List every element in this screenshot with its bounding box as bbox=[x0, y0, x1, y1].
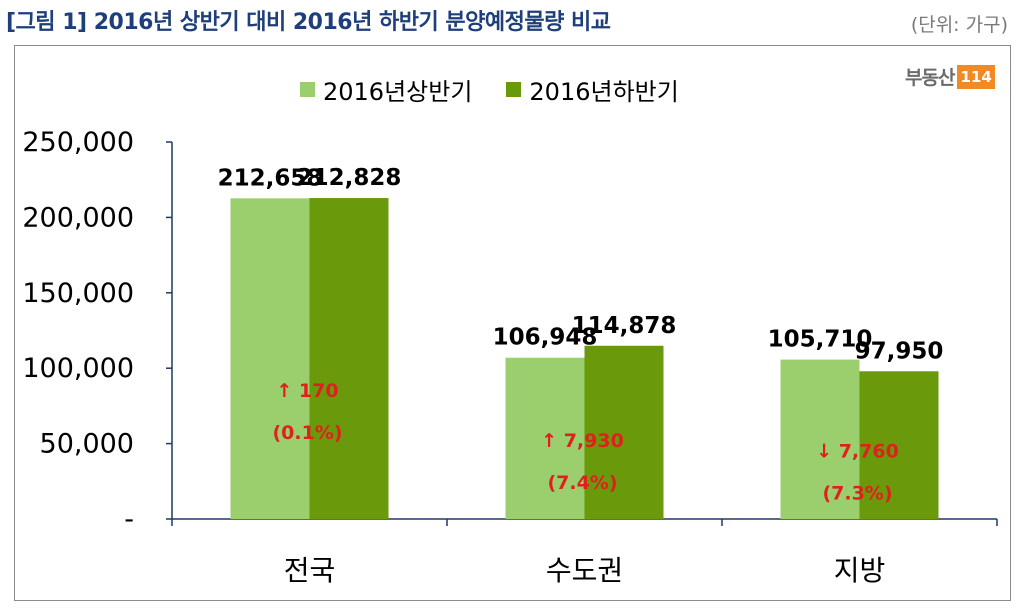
data-label: 212,658 bbox=[218, 165, 323, 191]
data-label: 97,950 bbox=[855, 338, 944, 364]
brand-logo: 부동산 114 bbox=[905, 63, 995, 90]
x-category-label: 전국 bbox=[284, 554, 336, 587]
bar-h2 bbox=[859, 371, 939, 519]
legend-item-series2: 2016년하반기 bbox=[506, 72, 679, 107]
x-category-label: 지방 bbox=[834, 554, 886, 587]
change-annotation: ↑ 170 bbox=[276, 380, 338, 402]
figure-title: [그림 1] 2016년 상반기 대비 2016년 하반기 분양예정물량 비교 bbox=[6, 10, 611, 35]
legend-swatch-series1 bbox=[300, 82, 315, 97]
bar-h2 bbox=[309, 198, 389, 520]
y-tick-label: 100,000 bbox=[22, 353, 134, 384]
change-percent: (0.1%) bbox=[272, 422, 342, 444]
data-label: 105,710 bbox=[768, 327, 873, 353]
legend-label-series2: 2016년하반기 bbox=[529, 78, 679, 106]
change-annotation: ↑ 7,930 bbox=[541, 430, 624, 452]
unit-label: (단위: 가구) bbox=[910, 14, 1008, 36]
logo-box: 114 bbox=[957, 64, 995, 89]
change-percent: (7.3%) bbox=[822, 483, 892, 505]
legend-label-series1: 2016년상반기 bbox=[323, 78, 473, 106]
data-label: 212,828 bbox=[297, 165, 402, 191]
legend-swatch-series2 bbox=[506, 82, 522, 97]
logo-text: 부동산 bbox=[905, 67, 955, 89]
data-label: 114,878 bbox=[572, 313, 677, 339]
bar-h1 bbox=[505, 357, 585, 519]
change-annotation: ↓ 7,760 bbox=[816, 441, 899, 463]
data-label: 106,948 bbox=[493, 325, 598, 351]
bar-h1 bbox=[780, 359, 860, 519]
y-tick-label: 200,000 bbox=[22, 202, 134, 233]
x-category-label: 수도권 bbox=[546, 554, 623, 587]
change-percent: (7.4%) bbox=[547, 472, 617, 494]
bar-h2 bbox=[584, 345, 664, 519]
chart-legend: 2016년상반기 2016년하반기 bbox=[300, 72, 713, 107]
y-tick-label: 150,000 bbox=[22, 278, 134, 309]
bar-h1 bbox=[230, 198, 310, 519]
legend-item-series1: 2016년상반기 bbox=[300, 72, 472, 107]
y-tick-label: 50,000 bbox=[40, 429, 134, 460]
y-tick-label: 250,000 bbox=[22, 127, 134, 158]
y-tick-label: - bbox=[124, 504, 134, 535]
